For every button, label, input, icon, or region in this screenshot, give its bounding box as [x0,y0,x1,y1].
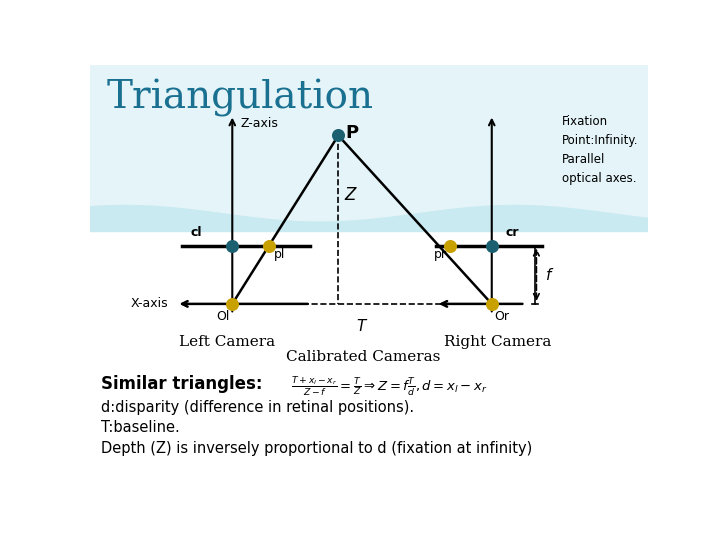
Polygon shape [90,65,648,181]
Text: $T$: $T$ [356,319,368,334]
Text: Or: Or [495,310,510,323]
Text: X-axis: X-axis [130,298,168,310]
Text: pl: pl [274,248,286,261]
Point [333,131,344,140]
Text: Z-axis: Z-axis [240,117,279,130]
Text: cr: cr [505,226,519,239]
Text: Depth (Z) is inversely proportional to d (fixation at infinity): Depth (Z) is inversely proportional to d… [101,441,532,456]
Bar [90,65,648,156]
Point [227,300,238,308]
Text: Similar triangles:: Similar triangles: [101,375,263,393]
Text: d:disparity (difference in retinal positions).: d:disparity (difference in retinal posit… [101,400,414,415]
Text: $f$: $f$ [545,267,554,283]
Point [227,241,238,250]
Point [444,241,456,250]
Text: cl: cl [190,226,202,239]
Text: $\frac{T+x_l-x_r}{Z-f}=\frac{T}{Z}\Rightarrow Z=f\frac{T}{d},d=x_l-x_r$: $\frac{T+x_l-x_r}{Z-f}=\frac{T}{Z}\Right… [291,375,487,399]
Polygon shape [90,65,648,202]
Text: T:baseline.: T:baseline. [101,420,180,435]
Polygon shape [90,65,648,154]
Polygon shape [90,65,648,221]
Text: P: P [345,124,358,143]
Text: $Z$: $Z$ [344,186,358,204]
Text: Fixation
Point:Infinity.
Parallel
optical axes.: Fixation Point:Infinity. Parallel optica… [562,114,638,185]
Text: Calibrated Cameras: Calibrated Cameras [287,349,441,363]
Text: Right Camera: Right Camera [444,335,551,349]
Point [263,241,274,250]
Polygon shape [90,65,648,127]
Text: Ol: Ol [216,310,230,323]
Point [486,241,498,250]
Text: Left Camera: Left Camera [179,335,275,349]
Point [486,300,498,308]
Text: Triangulation: Triangulation [107,79,374,117]
Text: pr: pr [434,248,447,261]
Bar [90,156,648,231]
